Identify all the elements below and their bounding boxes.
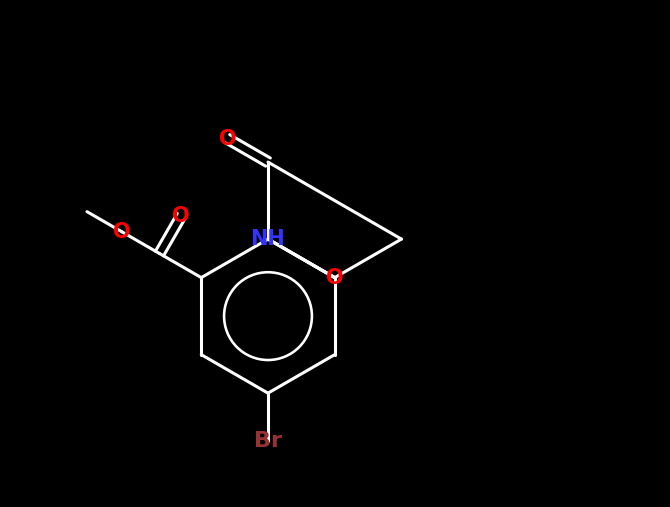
Text: O: O <box>218 129 237 149</box>
Text: NH: NH <box>251 229 285 249</box>
Text: O: O <box>326 268 344 287</box>
Text: Br: Br <box>254 431 282 451</box>
Text: O: O <box>113 222 131 242</box>
Text: O: O <box>172 206 190 226</box>
